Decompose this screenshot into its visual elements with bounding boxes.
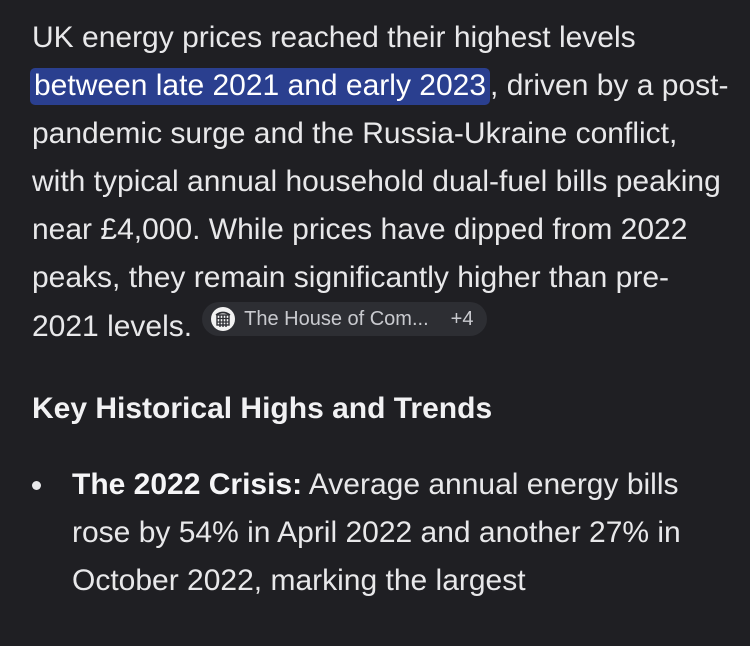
list-item: The 2022 Crisis: Average annual energy b…	[32, 461, 732, 605]
answer-text-intro: UK energy prices reached their highest l…	[32, 21, 636, 54]
section-heading: Key Historical Highs and Trends	[32, 392, 493, 425]
source-chip-more-count: +4	[450, 308, 474, 330]
answer-text-body: , driven by a post-pandemic surge and th…	[32, 69, 729, 343]
response-content: UK energy prices reached their highest l…	[30, 14, 732, 605]
trends-list: The 2022 Crisis: Average annual energy b…	[32, 461, 732, 605]
highlighted-text[interactable]: between late 2021 and early 2023	[30, 68, 491, 105]
list-item-text: Average annual energy bills rose by 54% …	[72, 468, 681, 597]
source-chip-label: The House of Com...	[244, 308, 429, 330]
parliament-portcullis-icon	[211, 307, 236, 331]
list-item-term: The 2022 Crisis:	[72, 468, 303, 501]
source-chip[interactable]: The House of Com... +4	[202, 302, 488, 336]
bullet-dot	[32, 481, 41, 490]
answer-paragraph: UK energy prices reached their highest l…	[30, 14, 732, 351]
